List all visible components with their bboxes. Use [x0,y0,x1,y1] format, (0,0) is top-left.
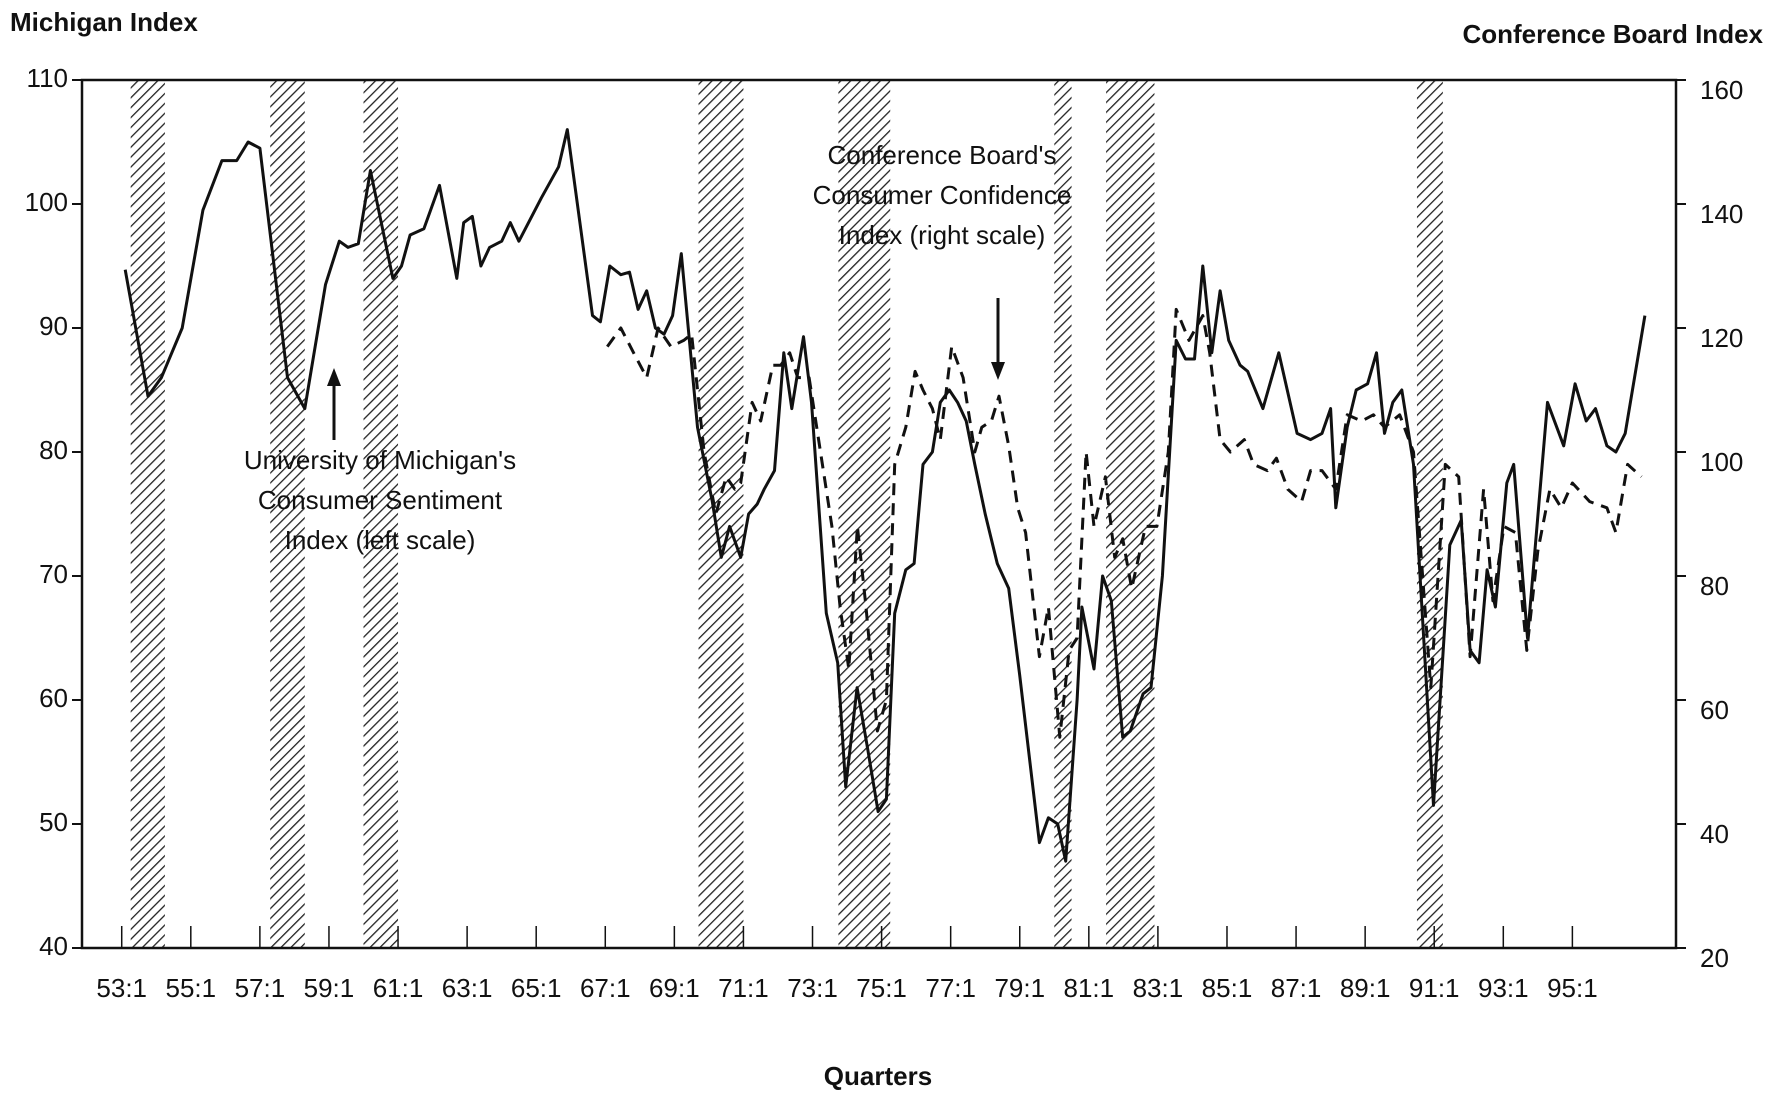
annotation: Index (right scale) [839,220,1046,250]
annotation: Index (left scale) [285,525,476,555]
y2-tick-label: 20 [1700,943,1729,973]
x-axis-title: Quarters [824,1061,932,1091]
shaded-period [698,80,744,948]
plot-frame [80,78,1678,950]
y2-tick-label: 120 [1700,323,1743,353]
y-tick-label: 40 [39,931,68,961]
x-tick-label: 61:1 [373,973,424,1003]
annotation: Conference Board's [828,140,1057,170]
x-tick-label: 87:1 [1271,973,1322,1003]
y-tick-label: 110 [27,63,68,93]
y2-tick-label: 160 [1700,75,1743,105]
x-tick-label: 55:1 [165,973,216,1003]
series-line [123,128,1647,863]
y-tick-label: 70 [39,559,68,589]
left-axis-title: Michigan Index [10,7,198,37]
right-axis-title: Conference Board Index [1462,19,1763,49]
x-tick-label: 79:1 [994,973,1045,1003]
y2-tick-label: 60 [1700,695,1729,725]
annotation: University of Michigan's [244,445,516,475]
x-tick-label: 59:1 [304,973,355,1003]
shaded-period [130,80,165,948]
shaded-period [270,80,305,948]
x-tick-label: 67:1 [580,973,631,1003]
y2-tick-label: 80 [1700,571,1729,601]
x-tick-label: 95:1 [1547,973,1598,1003]
y-tick-label: 50 [39,807,68,837]
shaded-period [1416,80,1443,948]
x-tick-label: 75:1 [856,973,907,1003]
x-tick-label: 93:1 [1478,973,1529,1003]
annotation: Consumer Confidence [813,180,1072,210]
x-tick-label: 85:1 [1202,973,1253,1003]
x-tick-label: 57:1 [235,973,286,1003]
annotation: Consumer Sentiment [258,485,503,515]
shaded-period [838,80,891,948]
series-line [606,307,1643,739]
x-tick-label: 77:1 [925,973,976,1003]
y2-tick-label: 100 [1700,447,1743,477]
x-tick-label: 63:1 [442,973,493,1003]
shaded-period [1106,80,1155,948]
y-tick-label: 100 [25,187,68,217]
arrow-head [327,368,341,386]
arrow-head [991,362,1005,380]
x-tick-label: 71:1 [718,973,769,1003]
y-tick-label: 90 [39,311,68,341]
x-tick-label: 81:1 [1064,973,1115,1003]
y-tick-label: 60 [39,683,68,713]
x-tick-label: 69:1 [649,973,700,1003]
x-tick-label: 73:1 [787,973,838,1003]
y2-tick-label: 140 [1700,199,1743,229]
x-tick-label: 89:1 [1340,973,1391,1003]
plot-area: 40 50 60 70 80 90 100 110 20 40 60 80 100 120 140 160 53… [25,63,1744,1003]
y2-tick-label: 40 [1700,819,1729,849]
x-tick-label: 53:1 [96,973,147,1003]
x-tick-label: 83:1 [1133,973,1184,1003]
x-tick-label: 91:1 [1409,973,1460,1003]
x-tick-label: 65:1 [511,973,562,1003]
y-tick-label: 80 [39,435,68,465]
